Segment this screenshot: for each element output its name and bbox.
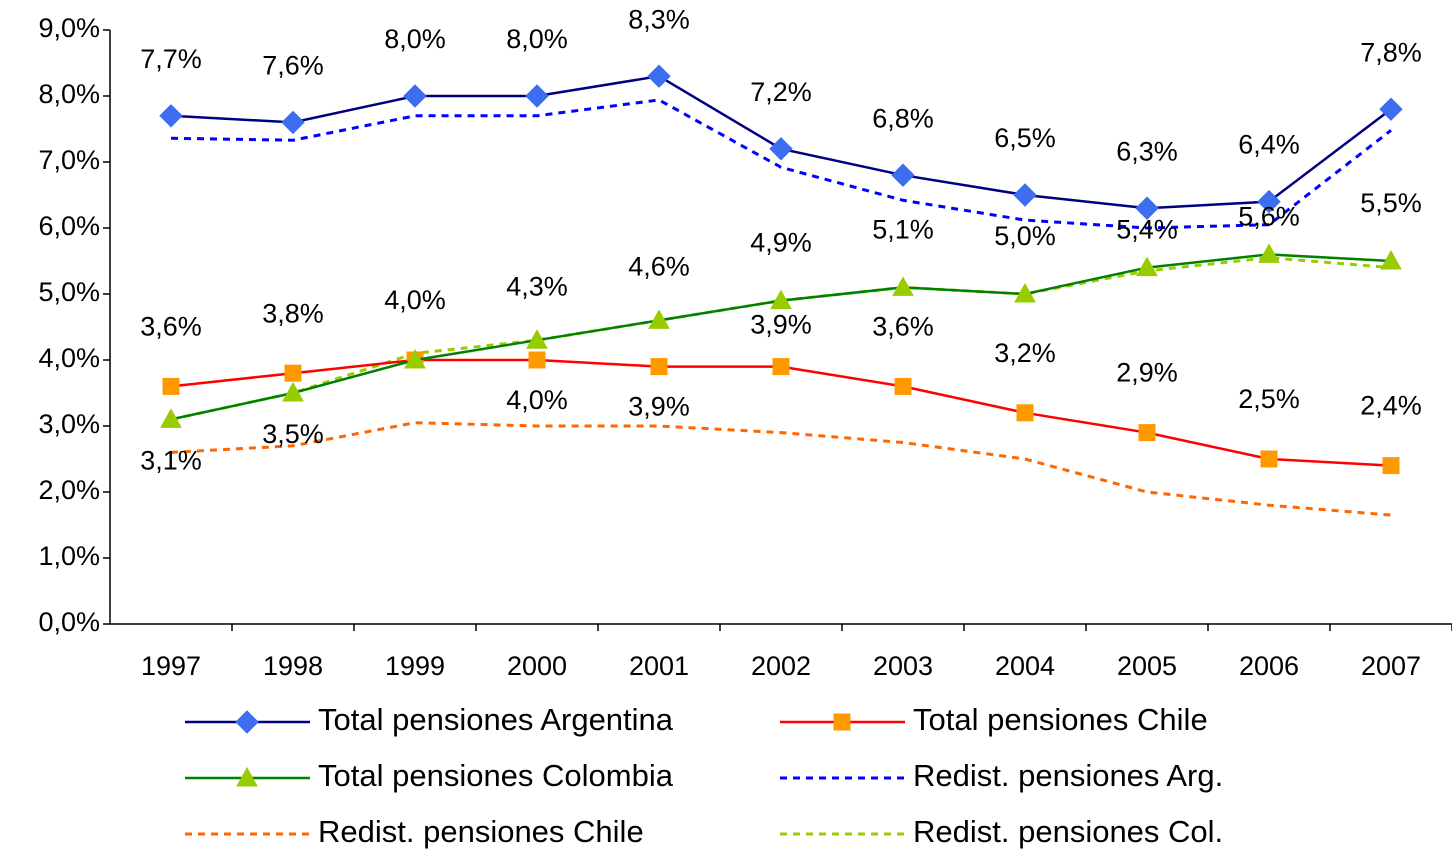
series-line: [170, 421, 1392, 517]
point: [160, 408, 182, 428]
data-label: 3,6%: [872, 312, 934, 342]
point: [404, 348, 426, 369]
data-label: 7,7%: [140, 44, 202, 74]
point: [1135, 196, 1159, 220]
point: [1014, 282, 1036, 303]
y-tick-label: 8,0%: [38, 79, 100, 109]
point: [162, 377, 180, 395]
data-label: 4,0%: [384, 285, 446, 315]
point: [891, 163, 915, 187]
legend-label: Total pensiones Colombia: [318, 758, 674, 793]
data-label: 2,9%: [1116, 358, 1178, 388]
data-label: 6,4%: [1238, 130, 1300, 160]
y-tick-label: 9,0%: [38, 13, 100, 43]
data-label: 5,1%: [872, 215, 934, 245]
x-tick-label: 2004: [995, 651, 1055, 681]
data-label: 8,0%: [506, 24, 568, 54]
point: [770, 289, 792, 310]
point: [769, 137, 793, 161]
x-tick-label: 1999: [385, 651, 445, 681]
point: [892, 276, 914, 296]
point: [1013, 183, 1037, 207]
legend-label: Total pensiones Argentina: [318, 702, 674, 737]
point: [1016, 404, 1034, 422]
data-label: 2,5%: [1238, 384, 1300, 414]
data-label: 3,8%: [262, 298, 324, 328]
legend-label: Redist. pensiones Chile: [318, 814, 644, 849]
y-tick-label: 2,0%: [38, 475, 100, 505]
x-tick-label: 2002: [751, 651, 811, 681]
data-label: 3,9%: [628, 392, 690, 422]
point: [282, 381, 304, 402]
x-tick-label: 1997: [141, 651, 201, 681]
point: [650, 358, 668, 376]
point: [894, 377, 912, 395]
data-label: 8,3%: [628, 4, 690, 34]
data-label: 4,3%: [506, 271, 568, 301]
x-tick-label: 2001: [629, 651, 689, 681]
point: [1380, 249, 1402, 270]
x-tick-label: 2005: [1117, 651, 1177, 681]
y-tick-label: 7,0%: [38, 145, 100, 175]
point: [159, 104, 183, 128]
data-label: 5,4%: [1116, 215, 1178, 245]
data-label: 4,6%: [628, 252, 690, 282]
data-label: 8,0%: [384, 24, 446, 54]
data-label: 5,6%: [1238, 202, 1300, 232]
data-label: 5,0%: [994, 221, 1056, 251]
point: [1136, 256, 1158, 277]
data-label: 3,2%: [994, 338, 1056, 368]
point: [1258, 243, 1280, 263]
point: [403, 84, 427, 108]
point: [1138, 424, 1156, 442]
data-label: 6,8%: [872, 103, 934, 133]
y-tick-label: 1,0%: [38, 541, 100, 571]
legend-marker: [833, 713, 851, 731]
point: [1382, 457, 1400, 475]
series-line: [170, 256, 1392, 421]
legend-label: Redist. pensiones Arg.: [913, 758, 1223, 793]
data-label: 6,3%: [1116, 136, 1178, 166]
data-label: 4,9%: [750, 228, 812, 258]
point: [525, 84, 549, 108]
legend-marker: [235, 710, 259, 734]
data-label: 3,9%: [750, 310, 812, 340]
data-label: 7,2%: [750, 77, 812, 107]
data-label: 7,8%: [1360, 37, 1422, 67]
y-tick-label: 5,0%: [38, 277, 100, 307]
data-label: 3,6%: [140, 312, 202, 342]
y-tick-label: 6,0%: [38, 211, 100, 241]
data-label: 4,0%: [506, 385, 568, 415]
y-tick-label: 0,0%: [38, 607, 100, 637]
point: [1257, 189, 1281, 214]
legend-label: Redist. pensiones Col.: [913, 814, 1223, 849]
data-label: 3,1%: [140, 446, 202, 476]
point: [648, 309, 670, 329]
point: [281, 110, 305, 135]
x-tick-label: 2000: [507, 651, 567, 681]
point: [528, 351, 546, 369]
x-tick-label: 2003: [873, 651, 933, 681]
point: [647, 64, 671, 88]
data-label: 6,5%: [994, 123, 1056, 153]
x-tick-label: 2007: [1361, 651, 1421, 681]
legend-label: Total pensiones Chile: [913, 702, 1208, 737]
point: [1379, 97, 1403, 121]
data-label: 7,6%: [262, 51, 324, 81]
data-label: 5,5%: [1360, 188, 1422, 218]
x-tick-label: 2006: [1239, 651, 1299, 681]
y-tick-label: 4,0%: [38, 343, 100, 373]
point: [772, 358, 790, 376]
data-label: 3,5%: [262, 419, 324, 449]
data-label: 2,4%: [1360, 391, 1422, 421]
point: [284, 364, 302, 382]
y-tick-label: 3,0%: [38, 409, 100, 439]
point: [1260, 450, 1278, 468]
point: [526, 329, 548, 349]
series-line: [170, 98, 1392, 230]
legend-marker: [236, 766, 258, 787]
x-tick-label: 1998: [263, 651, 323, 681]
